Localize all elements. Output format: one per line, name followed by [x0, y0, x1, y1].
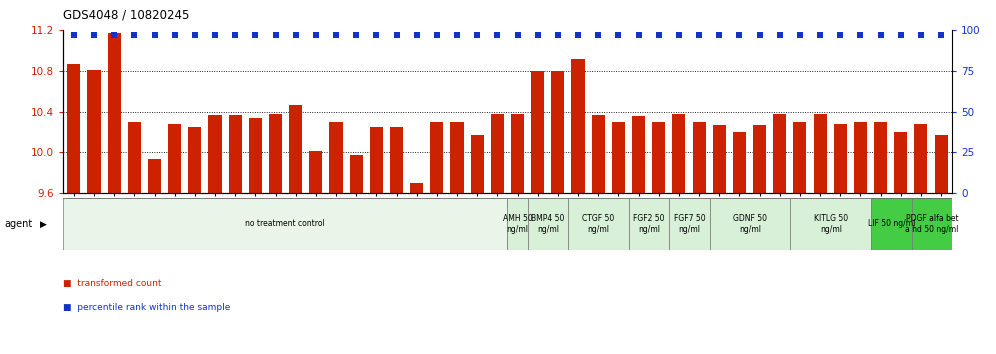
- Bar: [350, 155, 363, 193]
- Bar: [874, 122, 887, 193]
- Bar: [148, 159, 161, 193]
- Bar: [791, 198, 872, 250]
- Bar: [692, 122, 705, 193]
- Bar: [612, 122, 624, 193]
- Bar: [108, 33, 121, 193]
- Bar: [652, 122, 665, 193]
- Text: PDGF alfa bet
a hd 50 ng/ml: PDGF alfa bet a hd 50 ng/ml: [905, 214, 958, 234]
- Bar: [450, 122, 463, 193]
- Bar: [552, 71, 565, 193]
- Bar: [310, 151, 323, 193]
- Text: ▶: ▶: [40, 219, 47, 228]
- Text: GDS4048 / 10820245: GDS4048 / 10820245: [63, 9, 189, 22]
- Bar: [572, 58, 585, 193]
- Bar: [531, 71, 544, 193]
- Text: FGF7 50
ng/ml: FGF7 50 ng/ml: [673, 214, 705, 234]
- Bar: [127, 122, 140, 193]
- Bar: [68, 64, 81, 193]
- Bar: [229, 115, 242, 193]
- Bar: [568, 198, 628, 250]
- Bar: [834, 124, 847, 193]
- Bar: [88, 70, 101, 193]
- Text: LIF 50 ng/ml: LIF 50 ng/ml: [868, 219, 915, 228]
- Bar: [507, 198, 528, 250]
- Bar: [208, 115, 221, 193]
- Bar: [528, 198, 568, 250]
- Bar: [894, 132, 907, 193]
- Bar: [632, 115, 645, 193]
- Text: CTGF 50
ng/ml: CTGF 50 ng/ml: [583, 214, 615, 234]
- Text: ■  percentile rank within the sample: ■ percentile rank within the sample: [63, 303, 230, 313]
- Bar: [592, 115, 605, 193]
- Bar: [168, 124, 181, 193]
- Bar: [733, 132, 746, 193]
- Bar: [794, 122, 807, 193]
- Bar: [430, 122, 443, 193]
- Bar: [370, 127, 382, 193]
- Bar: [814, 114, 827, 193]
- Bar: [491, 114, 504, 193]
- Bar: [713, 125, 726, 193]
- Bar: [709, 198, 791, 250]
- Bar: [628, 198, 669, 250]
- Text: BMP4 50
ng/ml: BMP4 50 ng/ml: [531, 214, 565, 234]
- Bar: [249, 118, 262, 193]
- Text: ■  transformed count: ■ transformed count: [63, 279, 161, 288]
- Bar: [872, 198, 911, 250]
- Bar: [669, 198, 709, 250]
- Bar: [471, 135, 484, 193]
- Bar: [269, 114, 282, 193]
- Text: KITLG 50
ng/ml: KITLG 50 ng/ml: [814, 214, 848, 234]
- Bar: [934, 135, 947, 193]
- Bar: [188, 127, 201, 193]
- Bar: [63, 198, 507, 250]
- Bar: [511, 114, 524, 193]
- Text: AMH 50
ng/ml: AMH 50 ng/ml: [503, 214, 533, 234]
- Text: GDNF 50
ng/ml: GDNF 50 ng/ml: [733, 214, 767, 234]
- Bar: [753, 125, 766, 193]
- Text: agent: agent: [4, 219, 32, 229]
- Text: no treatment control: no treatment control: [245, 219, 325, 228]
- Bar: [672, 114, 685, 193]
- Bar: [911, 198, 952, 250]
- Bar: [854, 122, 867, 193]
- Bar: [914, 124, 927, 193]
- Bar: [289, 105, 302, 193]
- Bar: [390, 127, 403, 193]
- Bar: [410, 183, 423, 193]
- Bar: [773, 114, 786, 193]
- Bar: [330, 122, 343, 193]
- Text: FGF2 50
ng/ml: FGF2 50 ng/ml: [633, 214, 664, 234]
